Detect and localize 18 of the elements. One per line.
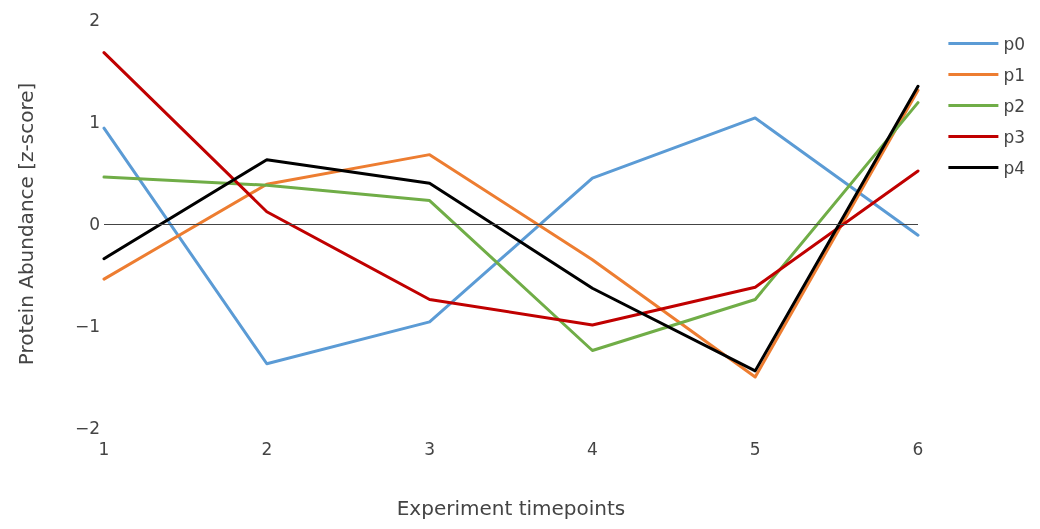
x-tick-label: 6 [912, 438, 924, 459]
x-tick-label: 4 [586, 438, 598, 459]
legend-label: p1 [1003, 64, 1025, 85]
legend-label: p3 [1003, 126, 1025, 147]
legend-label: p0 [1003, 33, 1025, 54]
y-tick-label: −2 [74, 418, 100, 438]
x-tick-label: 5 [749, 438, 761, 459]
legend-label: p4 [1003, 157, 1025, 178]
y-tick-label: 0 [89, 214, 100, 234]
line-series [102, 51, 920, 327]
y-axis-title: Protein Abundance [z-score] [14, 82, 38, 366]
x-tick-label: 3 [424, 438, 436, 459]
x-tick-label: 2 [261, 438, 273, 459]
y-tick-label: −1 [74, 316, 100, 336]
legend-label: p2 [1003, 95, 1025, 116]
y-tick-label: 1 [89, 112, 100, 132]
x-axis-title: Experiment timepoints [396, 496, 626, 520]
y-tick-label: 2 [89, 10, 100, 30]
